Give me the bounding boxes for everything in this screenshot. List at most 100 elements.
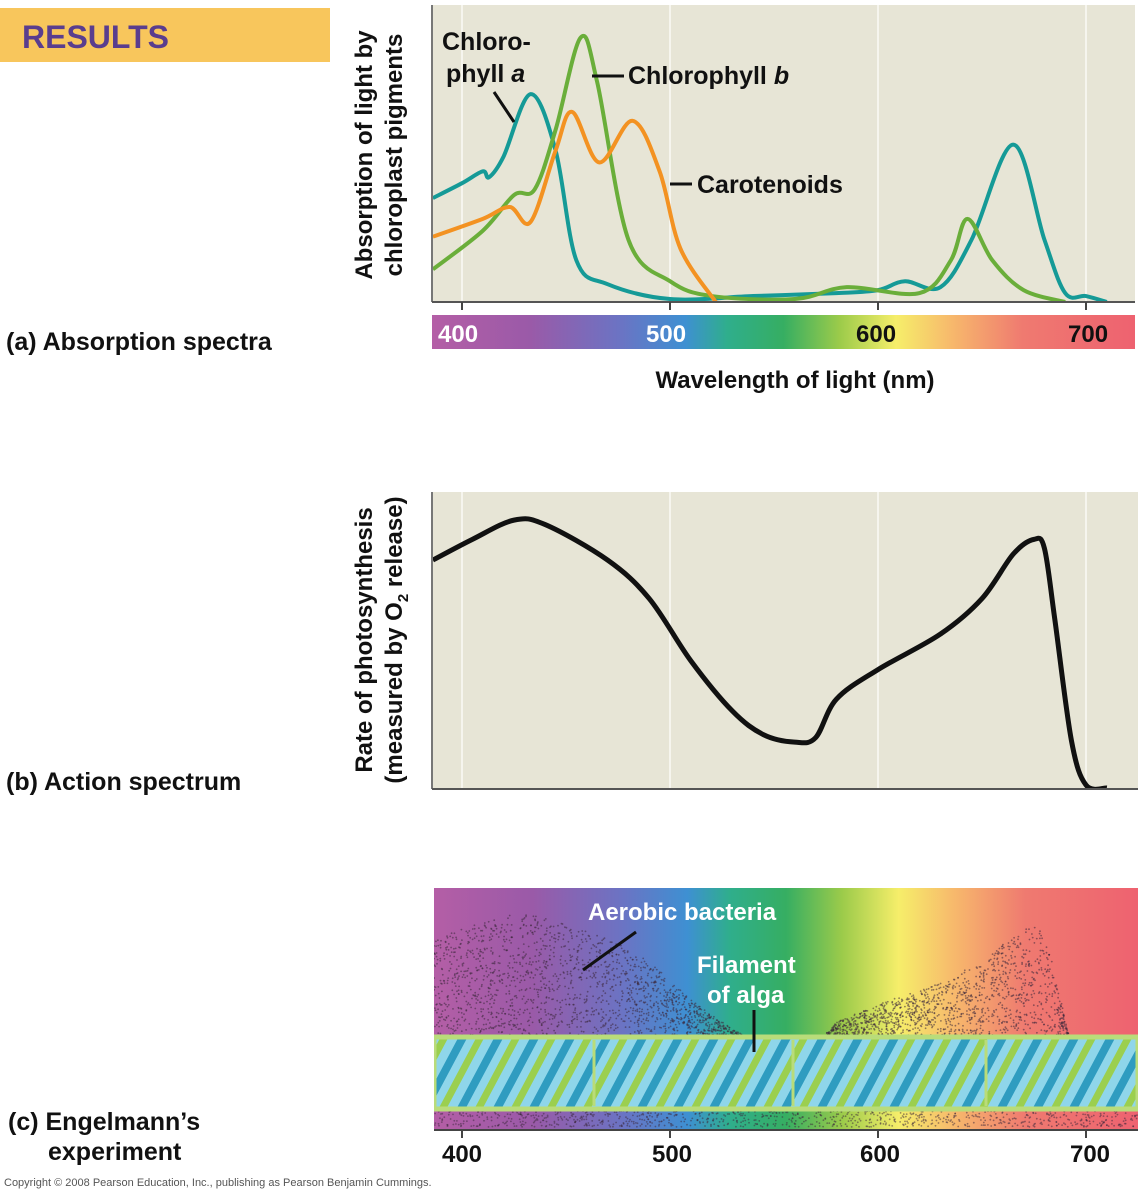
bacterium-dot	[985, 1018, 988, 1020]
bacterium-dot	[491, 997, 493, 1000]
bacterium-dot	[665, 1000, 668, 1002]
bacterium-dot	[696, 1032, 698, 1034]
bacterium-dot	[643, 989, 646, 992]
bacterium-dot	[883, 1120, 886, 1123]
bacterium-dot	[513, 961, 516, 964]
bacterium-dot	[435, 1024, 438, 1026]
bacterium-dot	[1014, 988, 1017, 991]
bacterium-dot	[1049, 1112, 1052, 1115]
bacterium-dot	[1059, 1008, 1062, 1011]
bacterium-dot	[865, 1014, 868, 1017]
bacterium-dot	[689, 1027, 692, 1030]
bacterium-dot	[899, 1013, 902, 1016]
bacterium-dot	[960, 1012, 963, 1015]
bacterium-dot	[995, 987, 998, 990]
bacterium-dot	[671, 1003, 674, 1006]
bacterium-dot	[966, 996, 969, 999]
bacterium-dot	[974, 1005, 977, 1007]
bacterium-dot	[601, 1019, 604, 1021]
bacterium-dot	[640, 1010, 643, 1013]
bacterium-dot	[859, 1119, 862, 1122]
bacterium-dot	[944, 1018, 947, 1021]
bacterium-dot	[540, 1024, 543, 1027]
bacterium-dot	[604, 1032, 607, 1035]
bacterium-dot	[969, 1022, 972, 1025]
bacterium-dot	[679, 989, 682, 992]
bacterium-dot	[883, 1111, 885, 1114]
bacterium-dot	[675, 1026, 678, 1029]
bacterium-dot	[878, 1112, 881, 1114]
bacterium-dot	[870, 1125, 872, 1128]
bacterium-dot	[477, 1018, 480, 1020]
bacterium-dot	[633, 1000, 636, 1003]
bacterium-dot	[624, 1008, 627, 1011]
results-banner	[0, 8, 330, 62]
bacterium-dot	[437, 992, 440, 995]
bacterium-dot	[636, 1010, 639, 1013]
bacterium-dot	[830, 1029, 833, 1031]
bacterium-dot	[748, 1121, 750, 1124]
bacterium-dot	[855, 1027, 857, 1029]
bacterium-dot	[781, 1123, 784, 1126]
bacterium-dot	[996, 1116, 998, 1119]
bacterium-dot	[515, 1125, 518, 1127]
bacterium-dot	[986, 1007, 989, 1010]
bacterium-dot	[1024, 1023, 1027, 1025]
bacterium-dot	[523, 917, 526, 919]
bacterium-dot	[1028, 960, 1030, 963]
bacterium-dot	[905, 1016, 908, 1019]
bacterium-dot	[677, 1003, 679, 1006]
bacterium-dot	[660, 1014, 662, 1016]
bacterium-dot	[438, 1025, 440, 1028]
bacterium-dot	[485, 1023, 488, 1026]
bacterium-dot	[993, 965, 996, 968]
bacterium-dot	[472, 1119, 475, 1122]
bacterium-dot	[815, 1112, 818, 1115]
bacterium-dot	[1015, 994, 1018, 997]
bacterium-dot	[444, 1009, 447, 1011]
bacterium-dot	[708, 1114, 710, 1116]
bacterium-dot	[776, 1115, 778, 1118]
bacterium-dot	[663, 977, 666, 980]
bacterium-dot	[626, 987, 629, 990]
bacterium-dot	[916, 1119, 919, 1122]
bacterium-dot	[918, 1014, 921, 1016]
bacterium-dot	[553, 955, 555, 958]
bacterium-dot	[580, 947, 583, 950]
bacterium-dot	[1111, 1119, 1113, 1122]
bacterium-dot	[449, 1118, 452, 1120]
bacterium-dot	[611, 1009, 614, 1012]
bacterium-dot	[608, 978, 611, 981]
bacterium-dot	[1082, 1122, 1085, 1124]
bacterium-dot	[775, 1112, 778, 1114]
bacterium-dot	[453, 1119, 456, 1122]
bacterium-dot	[931, 1119, 933, 1122]
bacterium-dot	[827, 1031, 830, 1034]
bacterium-dot	[476, 947, 478, 950]
bacterium-dot	[972, 1121, 975, 1124]
bacterium-dot	[567, 940, 570, 943]
bacterium-dot	[998, 1122, 1000, 1125]
bacterium-dot	[761, 1125, 764, 1128]
bacterium-dot	[565, 926, 568, 929]
bacterium-dot	[966, 1122, 969, 1125]
bacterium-dot	[507, 1117, 510, 1120]
bacterium-dot	[1027, 1023, 1029, 1026]
bacterium-dot	[878, 1009, 881, 1012]
bacterium-dot	[655, 1001, 658, 1003]
bacterium-dot	[856, 1016, 859, 1019]
bacterium-dot	[1048, 953, 1050, 956]
bacterium-dot	[522, 995, 525, 998]
bacterium-dot	[862, 1032, 865, 1034]
bacterium-dot	[548, 1123, 551, 1126]
legend-italic: b	[774, 62, 789, 90]
bacterium-dot	[1002, 996, 1004, 999]
bacterium-dot	[1033, 942, 1036, 944]
bacterium-dot	[742, 1120, 744, 1122]
bacterium-dot	[533, 1120, 536, 1123]
bacterium-dot	[956, 1000, 958, 1003]
bacterium-dot	[975, 1115, 978, 1118]
bacterium-dot	[580, 1020, 583, 1023]
bacterium-dot	[893, 1022, 896, 1025]
bacterium-dot	[600, 1020, 602, 1023]
